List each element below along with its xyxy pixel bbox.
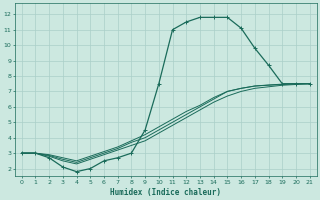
X-axis label: Humidex (Indice chaleur): Humidex (Indice chaleur) bbox=[110, 188, 221, 197]
